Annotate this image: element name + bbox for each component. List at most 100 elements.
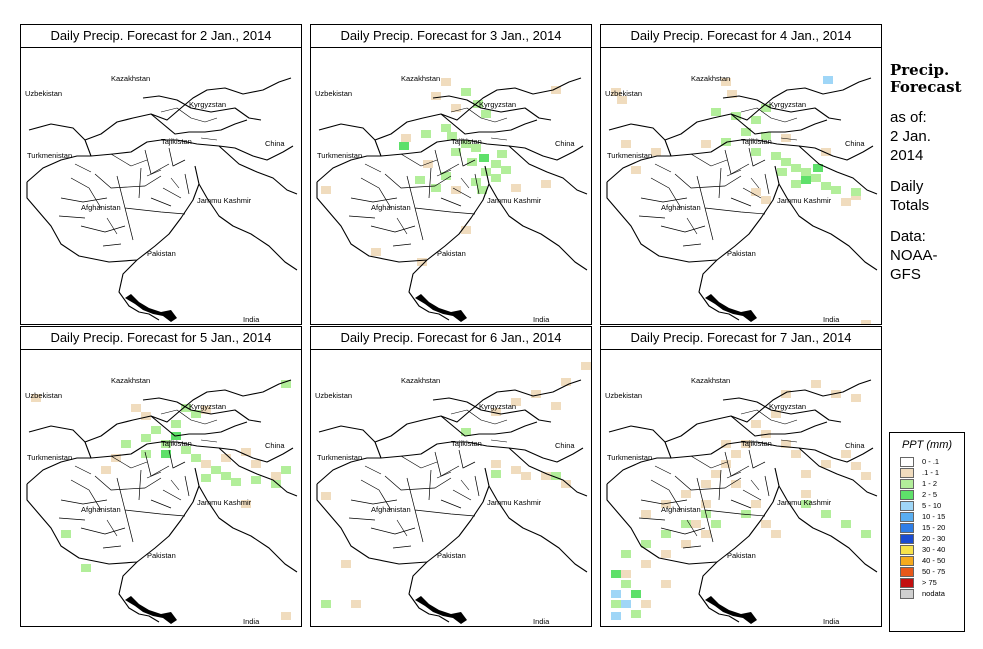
legend-item: 15 - 20 — [900, 522, 964, 533]
sidebar-heading-1: Precip. — [890, 61, 950, 79]
legend-item: 5 - 10 — [900, 500, 964, 511]
precip-cell — [731, 480, 741, 488]
country-borders — [606, 77, 878, 321]
map-label-uzbekistan: Uzbekistan — [605, 89, 642, 98]
precip-cell — [31, 394, 41, 402]
precip-cell — [851, 188, 861, 196]
precip-cell — [423, 160, 433, 168]
precip-cell — [211, 466, 221, 474]
precip-cell — [415, 176, 425, 184]
precip-cell — [511, 398, 521, 406]
precip-cell — [841, 450, 851, 458]
legend-swatch — [900, 555, 914, 566]
map-label-tajikistan: Tajikistan — [451, 137, 482, 146]
forecast-panel: Daily Precip. Forecast for 3 Jan., 2014 … — [310, 24, 592, 325]
precip-cell — [541, 472, 551, 480]
coastline — [705, 596, 757, 624]
precip-cell — [531, 390, 541, 398]
map-label-jammu_kashmir: Jammu Kashmir — [777, 196, 832, 205]
precip-cell — [461, 140, 471, 148]
precip-cell — [711, 108, 721, 116]
precip-cell — [621, 140, 631, 148]
precip-cell — [701, 530, 711, 538]
precip-cell — [141, 434, 151, 442]
map-label-china: China — [555, 441, 575, 450]
precip-cell — [401, 134, 411, 142]
legend-label: 1 - 2 — [922, 479, 938, 488]
precip-cell — [641, 560, 651, 568]
forecast-map: Kazakhstan Uzbekistan Kyrgyzstan Tajikistan… — [311, 350, 591, 626]
precip-field — [321, 78, 561, 266]
precip-cell — [221, 472, 231, 480]
legend-swatch — [900, 577, 914, 588]
precip-cell — [441, 124, 451, 132]
data-line-1: Data: — [890, 228, 926, 245]
precip-cell — [777, 168, 787, 176]
legend-item: 0 - .1 — [900, 456, 964, 467]
sidebar-heading-2: Forecast — [890, 78, 962, 96]
legend-item: 50 - 75 — [900, 566, 964, 577]
panel-title: Daily Precip. Forecast for 4 Jan., 2014 — [601, 25, 881, 48]
map-label-kyrgyzstan: Kyrgyzstan — [189, 100, 226, 109]
precip-cell — [251, 460, 261, 468]
precip-cell — [251, 476, 261, 484]
precip-cell — [617, 96, 627, 104]
forecast-panel: Daily Precip. Forecast for 4 Jan., 2014 … — [600, 24, 882, 325]
panel-title: Daily Precip. Forecast for 3 Jan., 2014 — [311, 25, 591, 48]
legend-item: 30 - 40 — [900, 544, 964, 555]
precip-cell — [621, 550, 631, 558]
map-label-turkmenistan: Turkmenistan — [317, 151, 362, 160]
precip-cell — [761, 520, 771, 528]
precip-cell — [121, 440, 131, 448]
precip-cell — [201, 474, 211, 482]
precip-cell — [681, 540, 691, 548]
precip-cell — [861, 472, 871, 480]
map-labels: Kazakhstan Uzbekistan Kyrgyzstan Tajikistan… — [605, 74, 865, 324]
precip-cell — [621, 570, 631, 578]
legend-item: 20 - 30 — [900, 533, 964, 544]
precip-cell — [221, 454, 231, 462]
precip-cell — [751, 500, 761, 508]
map-label-uzbekistan: Uzbekistan — [315, 89, 352, 98]
precip-cell — [481, 110, 491, 118]
precip-cell — [631, 166, 641, 174]
precip-cell — [581, 362, 591, 370]
precip-field — [321, 362, 591, 608]
map-label-tajikistan: Tajikistan — [161, 137, 192, 146]
legend-label: 30 - 40 — [922, 545, 946, 554]
map-label-india: India — [823, 617, 840, 626]
precip-cell — [711, 470, 721, 478]
precip-cell — [611, 600, 621, 608]
map-label-kyrgyzstan: Kyrgyzstan — [479, 402, 516, 411]
precip-cell — [181, 446, 191, 454]
precip-cell — [479, 154, 489, 162]
legend-item: 2 - 5 — [900, 489, 964, 500]
precip-cell — [761, 132, 771, 140]
precip-cell — [497, 150, 507, 158]
precip-cell — [521, 472, 531, 480]
precip-cell — [161, 450, 171, 458]
map-label-jammu_kashmir: Jammu Kashmir — [197, 498, 252, 507]
precip-cell — [701, 500, 711, 508]
asof-line-1: as of: — [890, 109, 927, 126]
coastline — [415, 596, 467, 624]
precip-cell — [701, 140, 711, 148]
country-borders — [316, 77, 588, 321]
precip-cell — [801, 470, 811, 478]
precip-cell — [611, 88, 621, 96]
map-label-turkmenistan: Turkmenistan — [27, 151, 72, 160]
totals-line-1: Daily — [890, 178, 924, 195]
map-label-kyrgyzstan: Kyrgyzstan — [769, 402, 806, 411]
forecast-panel: Daily Precip. Forecast for 2 Jan., 2014 … — [20, 24, 302, 325]
precip-cell — [341, 560, 351, 568]
precip-cell — [491, 160, 501, 168]
precip-cell — [741, 440, 751, 448]
precip-cell — [801, 500, 811, 508]
precip-cell — [801, 176, 811, 184]
legend-item: 1 - 2 — [900, 478, 964, 489]
precip-cell — [771, 530, 781, 538]
precip-cell — [491, 460, 501, 468]
legend-swatch — [900, 500, 914, 511]
map-label-tajikistan: Tajikistan — [161, 439, 192, 448]
map-labels: Kazakhstan Uzbekistan Kyrgyzstan Tajikistan… — [315, 376, 575, 626]
